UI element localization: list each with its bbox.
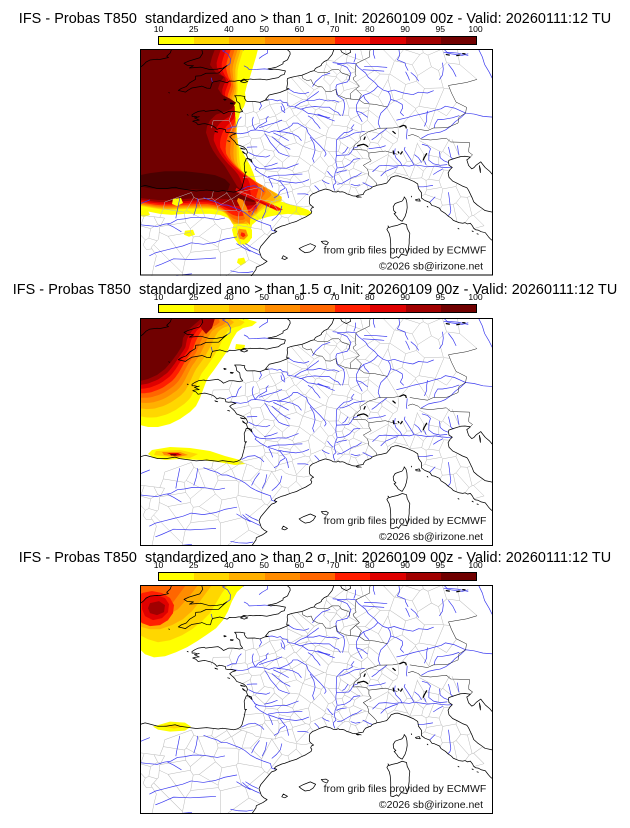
svg-text:from grib files provided by EC: from grib files provided by ECMWF <box>324 246 487 257</box>
svg-text:©2026 sb@irizone.net: ©2026 sb@irizone.net <box>379 262 483 273</box>
